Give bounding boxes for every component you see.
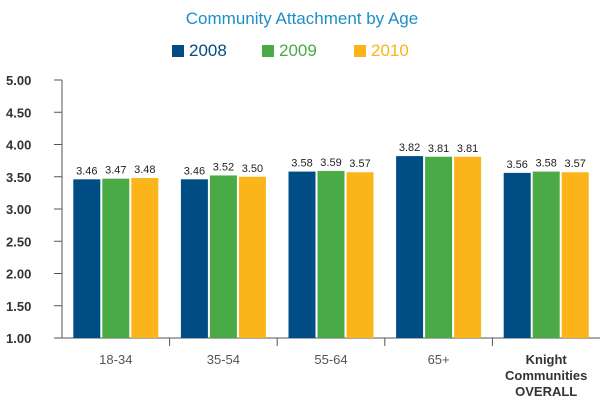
x-axis: 18-34 35-54 55-64 65+ KnightCommunitiesOVERA… — [62, 337, 600, 399]
bar-value-label: 3.82 — [399, 142, 420, 154]
bar-value-label: 3.48 — [134, 164, 155, 176]
x-tick-label: 55-64 — [314, 352, 347, 367]
bar-2008-1 — [180, 179, 208, 338]
x-tick-label: OVERALL — [515, 384, 577, 399]
y-tick-label: 5.00 — [6, 73, 31, 88]
bar-value-label: 3.58 — [535, 158, 556, 170]
value-labels: 3.46 3.47 3.48 3.46 3.52 3.50 3.58 3.59 3.57 3.82… — [76, 142, 586, 177]
bar-value-label: 3.57 — [349, 158, 370, 170]
bars — [73, 156, 589, 338]
bar-value-label: 3.81 — [457, 143, 478, 155]
bar-value-label: 3.56 — [506, 159, 527, 171]
y-tick-label: 1.50 — [6, 299, 31, 314]
y-tick-label: 1.00 — [6, 331, 31, 346]
y-tick-label: 3.00 — [6, 202, 31, 217]
legend-swatch-2008 — [172, 45, 184, 57]
legend-label-2008: 2008 — [189, 41, 227, 60]
bar-2010-2 — [346, 172, 374, 338]
bar-2009-0 — [102, 178, 130, 338]
y-axis: 1.00 1.50 2.00 2.50 3.00 3.50 4.00 4.50 5.00 — [6, 73, 63, 346]
legend-swatch-2010 — [354, 45, 366, 57]
y-tick-label: 3.50 — [6, 170, 31, 185]
bar-value-label: 3.57 — [564, 158, 585, 170]
bar-2008-4 — [503, 172, 531, 338]
bar-value-label: 3.46 — [184, 165, 205, 177]
bar-2008-0 — [73, 179, 101, 338]
bar-2008-3 — [396, 156, 424, 338]
bar-2009-2 — [317, 170, 345, 338]
bar-2009-3 — [425, 156, 453, 338]
bar-2010-0 — [131, 178, 159, 338]
bar-2009-1 — [209, 175, 237, 338]
chart-legend: 2008 2009 2010 — [172, 41, 409, 60]
y-tick-label: 4.50 — [6, 105, 31, 120]
x-tick-label: Communities — [505, 368, 587, 383]
bar-value-label: 3.81 — [428, 143, 449, 155]
bar-2010-3 — [454, 156, 482, 338]
bar-value-label: 3.46 — [76, 165, 97, 177]
x-tick-label: Knight — [526, 352, 568, 367]
x-tick-label: 35-54 — [207, 352, 240, 367]
bar-2009-4 — [532, 171, 560, 338]
bar-value-label: 3.58 — [291, 158, 312, 170]
bar-value-label: 3.47 — [105, 165, 126, 177]
legend-label-2009: 2009 — [279, 41, 317, 60]
bar-2010-1 — [238, 176, 266, 338]
y-tick-label: 2.50 — [6, 234, 31, 249]
y-tick-label: 4.00 — [6, 138, 31, 153]
bar-value-label: 3.59 — [320, 157, 341, 169]
bar-2010-4 — [561, 172, 589, 338]
bar-value-label: 3.52 — [213, 161, 234, 173]
bar-2008-2 — [288, 171, 316, 338]
chart-title: Community Attachment by Age — [186, 9, 418, 28]
legend-label-2010: 2010 — [371, 41, 409, 60]
legend-swatch-2009 — [262, 45, 274, 57]
x-tick-label: 65+ — [428, 352, 450, 367]
y-tick-label: 2.00 — [6, 267, 31, 282]
x-tick-label: 18-34 — [99, 352, 132, 367]
bar-value-label: 3.50 — [242, 163, 263, 175]
